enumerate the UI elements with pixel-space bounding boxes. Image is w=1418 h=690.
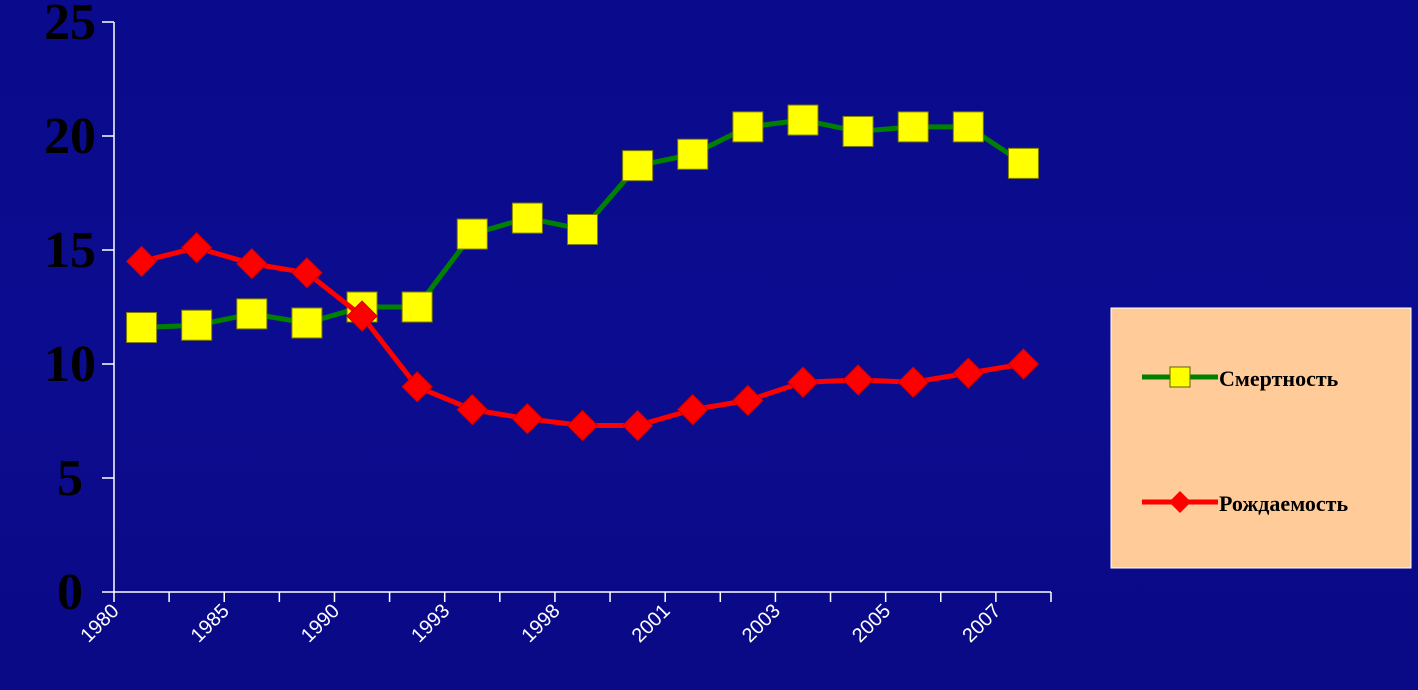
- data-point: [236, 298, 268, 330]
- legend-box: [1110, 307, 1412, 569]
- data-point: [621, 409, 654, 442]
- legend-marker-diamond: [1169, 491, 1191, 513]
- data-point: [401, 291, 433, 323]
- data-point: [1007, 348, 1040, 380]
- data-point: [456, 393, 488, 426]
- data-point: [126, 312, 158, 344]
- x-tick-label: 1980: [77, 600, 124, 647]
- data-point: [952, 357, 985, 389]
- y-tick-label: 25: [44, 0, 96, 51]
- data-point: [952, 111, 984, 143]
- data-point: [291, 257, 323, 289]
- x-tick-label: 2001: [628, 600, 675, 647]
- data-point: [567, 213, 598, 245]
- axes: [113, 22, 1051, 593]
- data-point: [842, 364, 874, 396]
- data-point: [401, 371, 433, 403]
- x-ticks: 1980 1985 1990 1993 1998 2001 2003 2005 2007: [77, 592, 1052, 647]
- data-point: [566, 409, 599, 442]
- data-point: [236, 247, 268, 280]
- data-point: [677, 138, 709, 170]
- data-point: [677, 393, 709, 426]
- y-tick-label: 0: [57, 564, 83, 621]
- data-point: [897, 366, 929, 398]
- data-point: [181, 309, 213, 341]
- legend-marker-square: [1169, 366, 1191, 388]
- data-point: [732, 384, 764, 417]
- series-line: [140, 245, 1024, 429]
- x-tick-label: 2007: [958, 600, 1005, 647]
- data-point: [897, 111, 929, 143]
- y-tick-label: 5: [57, 450, 83, 507]
- data-point: [346, 300, 378, 332]
- x-tick-label: 2005: [848, 600, 895, 647]
- x-tick-label: 1998: [517, 600, 564, 647]
- series-0: [126, 104, 1039, 344]
- y-tick-label: 10: [44, 336, 96, 393]
- data-point: [125, 245, 158, 278]
- y-tick-label: 20: [44, 108, 96, 165]
- data-point: [787, 104, 819, 136]
- series-1: [125, 232, 1040, 442]
- data-point: [787, 366, 819, 398]
- legend-label-mortality: Смертность: [1219, 366, 1339, 391]
- legend: Смертность Рождаемость: [1110, 307, 1412, 569]
- legend-entry-mortality: Смертность: [1142, 366, 1339, 391]
- legend-label-birthrate: Рождаемость: [1219, 491, 1348, 516]
- data-point: [622, 150, 654, 182]
- data-point: [511, 403, 544, 435]
- data-point: [511, 202, 543, 234]
- series-layer: [125, 104, 1040, 442]
- x-tick-label: 2003: [738, 600, 785, 647]
- legend-entry-birthrate: Рождаемость: [1142, 491, 1348, 516]
- x-tick-label: 1990: [297, 600, 344, 647]
- x-tick-label: 1993: [407, 600, 454, 647]
- data-point: [456, 218, 488, 250]
- data-point: [291, 307, 323, 339]
- data-point: [842, 115, 874, 147]
- data-point: [732, 111, 764, 143]
- data-point: [180, 232, 213, 264]
- data-point: [1007, 147, 1039, 179]
- y-ticks: 0 5 10 15 20 25: [44, 0, 114, 621]
- y-tick-label: 15: [44, 222, 96, 279]
- x-tick-label: 1985: [187, 600, 234, 647]
